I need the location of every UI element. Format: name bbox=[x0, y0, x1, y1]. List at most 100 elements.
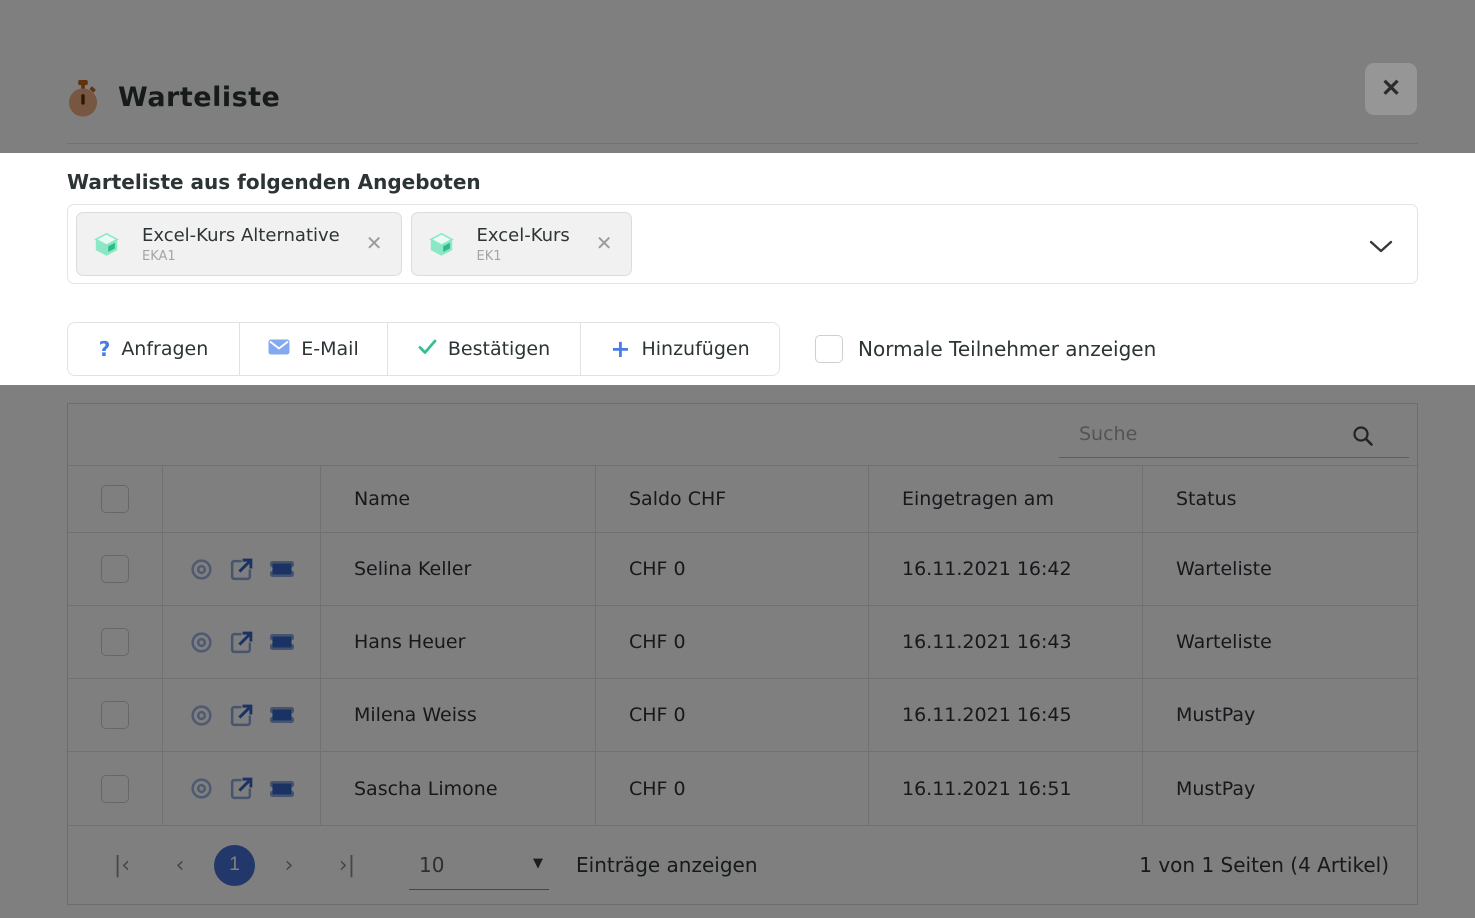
hinzufuegen-label: Hinzufügen bbox=[641, 338, 750, 360]
target-icon[interactable] bbox=[189, 776, 214, 801]
stopwatch-icon bbox=[66, 80, 100, 122]
search-field[interactable] bbox=[1059, 412, 1409, 458]
caret-down-icon: ▼ bbox=[533, 856, 543, 871]
anfragen-button[interactable]: ? Anfragen bbox=[68, 323, 240, 375]
column-header-entered: Eingetragen am bbox=[869, 465, 1143, 532]
column-header-name: Name bbox=[321, 465, 596, 532]
cell-saldo: CHF 0 bbox=[596, 751, 869, 825]
cell-status: MustPay bbox=[1143, 678, 1419, 751]
table-row-actions-cell bbox=[163, 678, 321, 751]
email-label: E-Mail bbox=[301, 338, 359, 360]
hinzufuegen-button[interactable]: + Hinzufügen bbox=[581, 323, 779, 375]
cell-saldo: CHF 0 bbox=[596, 605, 869, 678]
modal-header: Warteliste ✕ bbox=[0, 0, 1475, 153]
page-size-value: 10 bbox=[419, 852, 445, 877]
participants-table-section: Name Saldo CHF Eingetragen am Status bbox=[0, 385, 1475, 918]
next-page-icon[interactable]: › bbox=[265, 841, 313, 889]
row-checkbox[interactable] bbox=[101, 555, 129, 583]
offers-multiselect[interactable]: Excel-Kurs Alternative EKA1 ✕ Excel-Kurs bbox=[67, 204, 1418, 284]
table-row-checkbox-cell bbox=[68, 678, 163, 751]
header-icons-cell bbox=[163, 465, 321, 532]
row-checkbox[interactable] bbox=[101, 701, 129, 729]
cell-saldo: CHF 0 bbox=[596, 678, 869, 751]
offer-chip[interactable]: Excel-Kurs EK1 ✕ bbox=[410, 212, 632, 276]
cell-entered: 16.11.2021 16:51 bbox=[869, 751, 1143, 825]
page-title: Warteliste bbox=[118, 82, 281, 113]
ticket-icon[interactable] bbox=[268, 558, 295, 580]
ticket-icon[interactable] bbox=[268, 778, 295, 800]
external-link-icon[interactable] bbox=[229, 703, 254, 728]
remove-offer-icon[interactable]: ✕ bbox=[595, 233, 613, 255]
entries-label: Einträge anzeigen bbox=[576, 853, 758, 877]
table-row-checkbox-cell bbox=[68, 751, 163, 825]
cell-name: Sascha Limone bbox=[321, 751, 596, 825]
cell-saldo: CHF 0 bbox=[596, 532, 869, 605]
table-row-actions-cell bbox=[163, 605, 321, 678]
external-link-icon[interactable] bbox=[229, 630, 254, 655]
external-link-icon[interactable] bbox=[229, 557, 254, 582]
check-icon bbox=[418, 338, 437, 360]
current-page-button[interactable]: 1 bbox=[214, 844, 255, 886]
offer-chip-code: EKA1 bbox=[142, 248, 176, 264]
search-input[interactable] bbox=[1059, 412, 1359, 456]
plus-icon: + bbox=[610, 335, 631, 363]
close-icon[interactable]: ✕ bbox=[1365, 63, 1417, 115]
select-all-cell bbox=[68, 465, 163, 532]
page-size-select[interactable]: 10 ▼ bbox=[409, 840, 549, 890]
remove-offer-icon[interactable]: ✕ bbox=[365, 233, 383, 255]
offer-chip-title: Excel-Kurs Alternative bbox=[142, 224, 340, 246]
cell-name: Hans Heuer bbox=[321, 605, 596, 678]
anfragen-label: Anfragen bbox=[121, 338, 209, 360]
cell-status: Warteliste bbox=[1143, 605, 1419, 678]
cell-status: MustPay bbox=[1143, 751, 1419, 825]
pager: |‹ ‹ 1 › ›| bbox=[98, 841, 371, 889]
target-icon[interactable] bbox=[189, 630, 214, 655]
chevron-down-icon[interactable] bbox=[1369, 239, 1393, 258]
ticket-icon[interactable] bbox=[268, 704, 295, 726]
cell-entered: 16.11.2021 16:45 bbox=[869, 678, 1143, 751]
row-checkbox[interactable] bbox=[101, 628, 129, 656]
question-icon: ? bbox=[98, 337, 111, 361]
show-normal-checkbox[interactable] bbox=[815, 335, 843, 363]
table-footer: |‹ ‹ 1 › ›| 10 ▼ Einträge anzeigen 1 von… bbox=[68, 825, 1417, 904]
participants-table: Name Saldo CHF Eingetragen am Status bbox=[67, 403, 1419, 905]
bestaetigen-button[interactable]: Bestätigen bbox=[388, 323, 581, 375]
table-row-actions-cell bbox=[163, 751, 321, 825]
offer-chip[interactable]: Excel-Kurs Alternative EKA1 ✕ bbox=[76, 212, 402, 276]
cell-entered: 16.11.2021 16:43 bbox=[869, 605, 1143, 678]
show-normal-label: Normale Teilnehmer anzeigen bbox=[858, 337, 1157, 361]
offers-section-label: Warteliste aus folgenden Angeboten bbox=[67, 170, 481, 194]
cell-name: Milena Weiss bbox=[321, 678, 596, 751]
table-grid: Name Saldo CHF Eingetragen am Status bbox=[68, 465, 1419, 825]
table-row-actions-cell bbox=[163, 532, 321, 605]
page-summary: 1 von 1 Seiten (4 Artikel) bbox=[1139, 853, 1389, 877]
external-link-icon[interactable] bbox=[229, 776, 254, 801]
offer-chip-title: Excel-Kurs bbox=[476, 224, 570, 246]
first-page-icon[interactable]: |‹ bbox=[98, 841, 146, 889]
package-icon bbox=[93, 231, 120, 258]
search-icon[interactable] bbox=[1351, 424, 1375, 452]
action-button-group: ? Anfragen E-Mail Bestätigen bbox=[67, 322, 780, 376]
table-row-checkbox-cell bbox=[68, 532, 163, 605]
cell-name: Selina Keller bbox=[321, 532, 596, 605]
select-all-checkbox[interactable] bbox=[101, 485, 129, 513]
cell-entered: 16.11.2021 16:42 bbox=[869, 532, 1143, 605]
email-button[interactable]: E-Mail bbox=[240, 323, 388, 375]
package-icon bbox=[428, 231, 455, 258]
offer-chip-code: EK1 bbox=[476, 248, 502, 264]
target-icon[interactable] bbox=[189, 703, 214, 728]
target-icon[interactable] bbox=[189, 557, 214, 582]
cell-status: Warteliste bbox=[1143, 532, 1419, 605]
ticket-icon[interactable] bbox=[268, 631, 295, 653]
offers-section: Warteliste aus folgenden Angeboten Excel… bbox=[0, 153, 1475, 385]
row-checkbox[interactable] bbox=[101, 774, 129, 803]
prev-page-icon[interactable]: ‹ bbox=[156, 841, 204, 889]
bestaetigen-label: Bestätigen bbox=[447, 338, 551, 360]
table-row-checkbox-cell bbox=[68, 605, 163, 678]
header-divider bbox=[67, 143, 1418, 144]
show-normal-participants-toggle[interactable]: Normale Teilnehmer anzeigen bbox=[815, 335, 1156, 363]
table-toolbar bbox=[68, 404, 1417, 465]
column-header-saldo: Saldo CHF bbox=[596, 465, 869, 532]
last-page-icon[interactable]: ›| bbox=[323, 841, 371, 889]
